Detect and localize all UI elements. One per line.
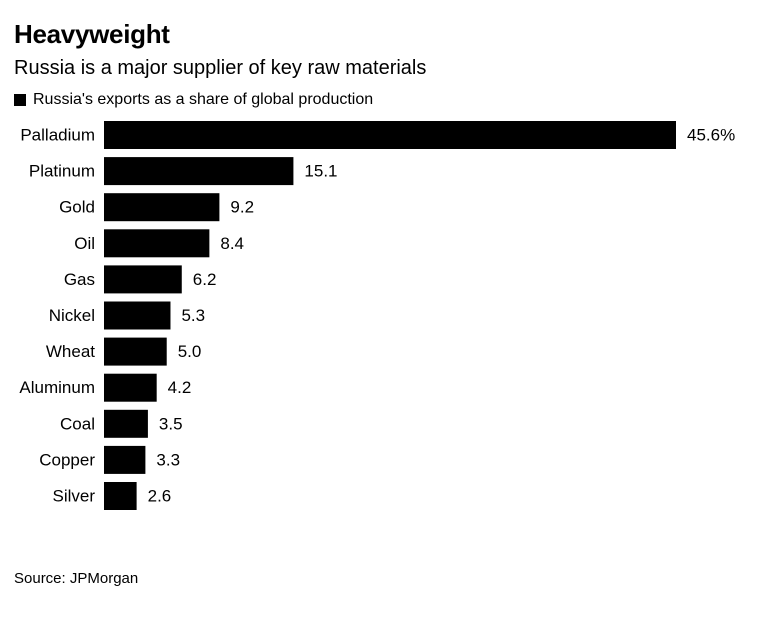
source-note: Source: JPMorgan	[14, 570, 139, 587]
bar	[104, 337, 167, 366]
category-label: Coal	[60, 414, 95, 433]
category-label: Oil	[74, 234, 95, 253]
category-label: Silver	[52, 487, 95, 506]
bar	[104, 409, 148, 438]
data-label: 3.5	[159, 414, 183, 433]
category-label: Copper	[39, 450, 95, 469]
chart-title: Heavyweight	[14, 19, 170, 49]
category-label: Palladium	[20, 126, 95, 145]
data-label: 5.0	[178, 342, 202, 361]
category-label: Gold	[59, 198, 95, 217]
chart-subtitle: Russia is a major supplier of key raw ma…	[14, 57, 427, 79]
category-label: Gas	[64, 270, 95, 289]
data-label: 4.2	[168, 378, 192, 397]
bar-chart: Palladium 45.6% Platinum 15.1 Gold 9.2 Oil 8.4 G…	[19, 121, 735, 510]
data-label: 15.1	[304, 162, 337, 181]
legend-swatch	[14, 94, 26, 106]
bar	[104, 301, 171, 330]
data-label: 8.4	[220, 234, 244, 253]
data-label: 2.6	[148, 487, 172, 506]
legend: Russia's exports as a share of global pr…	[14, 89, 373, 111]
category-label: Aluminum	[19, 378, 95, 397]
bar	[104, 373, 157, 402]
bar	[104, 157, 294, 186]
bar	[104, 445, 146, 474]
category-label: Wheat	[46, 342, 95, 361]
bar	[104, 193, 220, 222]
bar	[104, 482, 137, 510]
bar	[104, 121, 676, 149]
data-label: 3.3	[156, 450, 180, 469]
legend-label: Russia's exports as a share of global pr…	[33, 91, 374, 108]
bar	[104, 265, 182, 294]
bar	[104, 229, 210, 258]
data-label: 6.2	[193, 270, 217, 289]
data-label: 5.3	[181, 306, 205, 325]
data-label: 45.6%	[687, 126, 735, 145]
category-label: Nickel	[49, 306, 95, 325]
category-label: Platinum	[29, 162, 95, 181]
data-label: 9.2	[230, 198, 254, 217]
